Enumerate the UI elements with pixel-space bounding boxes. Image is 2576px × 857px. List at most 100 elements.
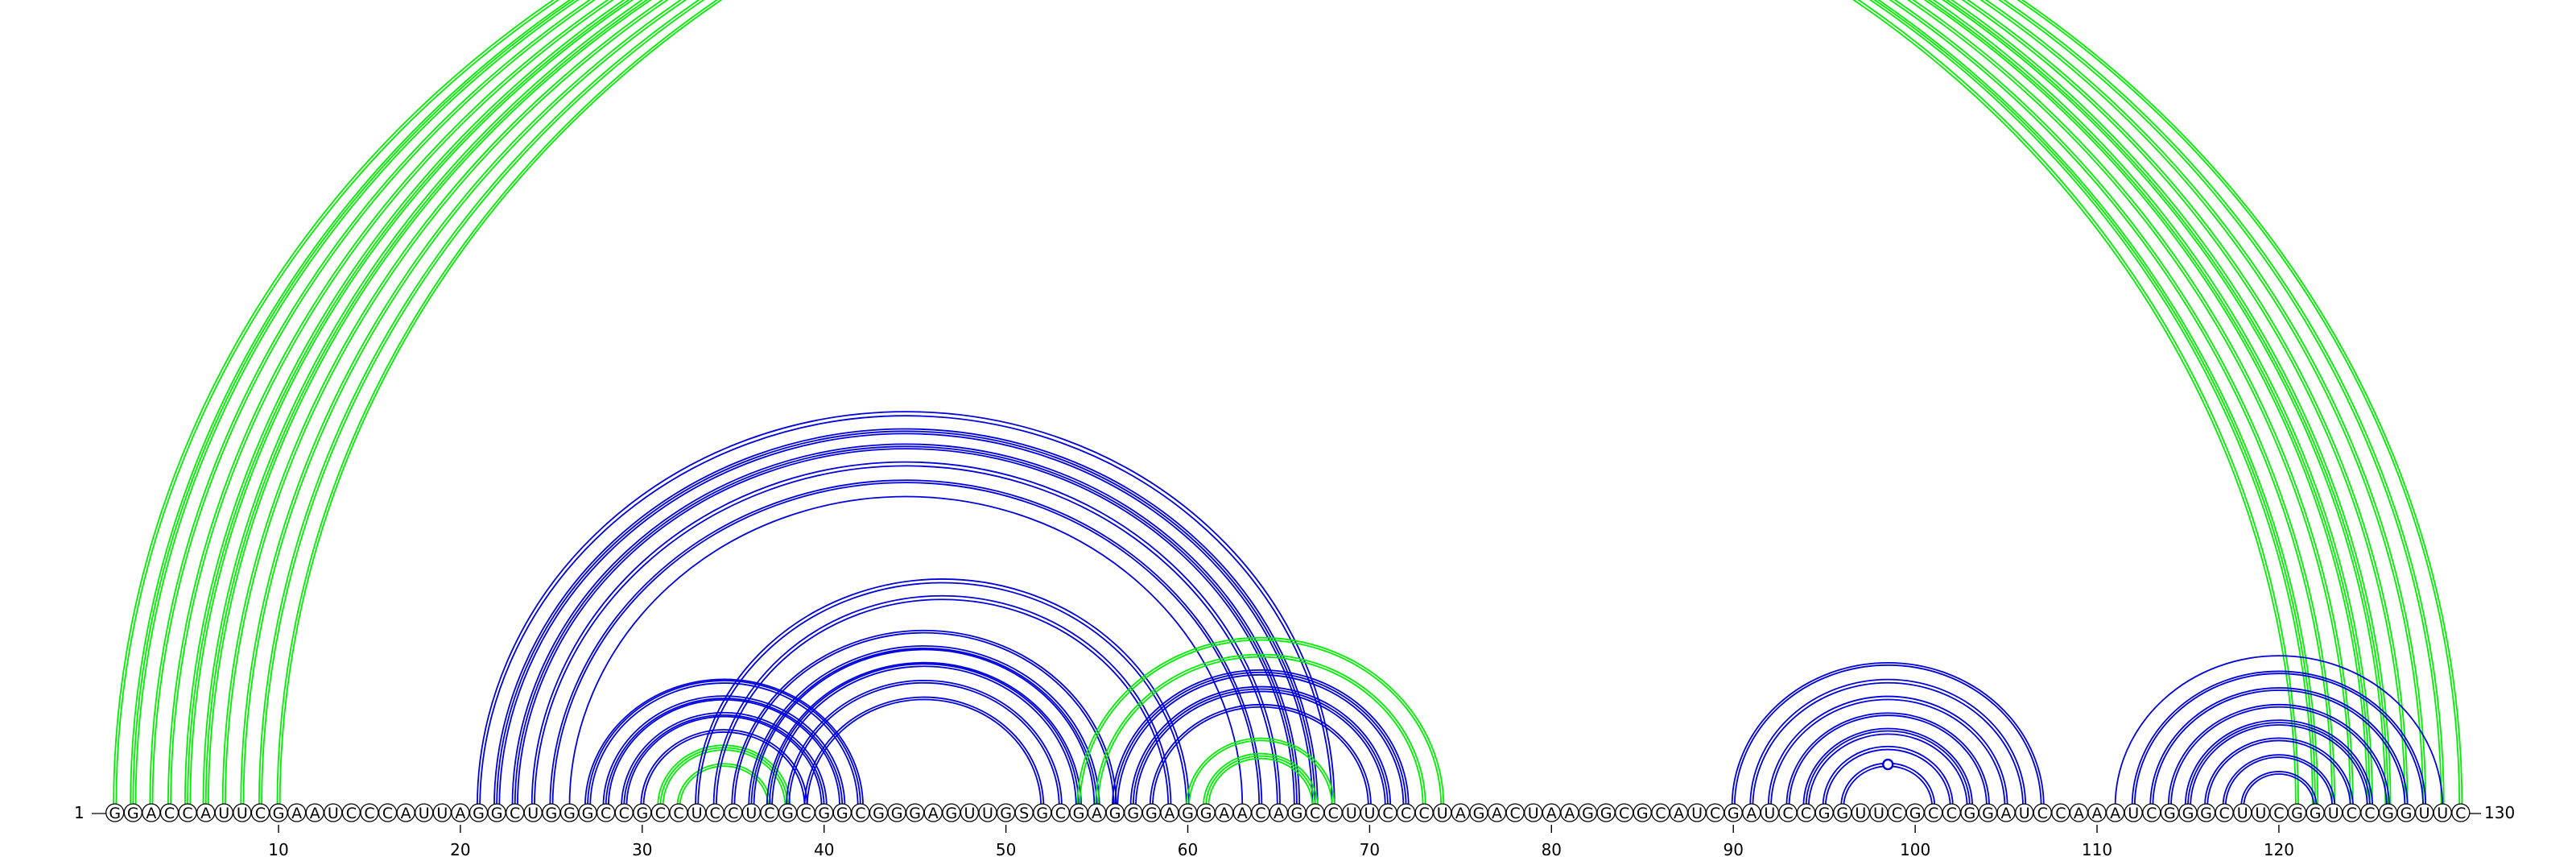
base-pair-arc [2187, 722, 2371, 807]
base-pair-arc [1152, 706, 1369, 807]
nucleotide-letter: G [909, 805, 921, 822]
nucleotide-letter: U [237, 805, 248, 822]
base-pair-arc [496, 430, 1316, 807]
base-pair-arc [551, 482, 1261, 807]
nucleotide-letter: U [964, 805, 975, 822]
nucleotide-letter: G [1982, 805, 1994, 822]
base-pair-arc [261, 0, 2442, 807]
base-pair-arc [715, 598, 1170, 807]
base-pair-arc [605, 698, 844, 807]
nucleotide-letter: U [527, 805, 539, 822]
nucleotide: A [1487, 803, 1507, 822]
base-pair-arc [207, 0, 2387, 807]
nucleotide: A [2105, 803, 2125, 822]
nucleotide-letter: C [2273, 805, 2284, 822]
nucleotide-letter: C [2455, 805, 2466, 822]
base-pair-arc [771, 665, 1077, 807]
nucleotide-letter: G [836, 805, 848, 822]
nucleotide: U [1433, 803, 1452, 822]
nucleotide: C [360, 803, 379, 822]
nucleotide-letter: U [2419, 805, 2430, 822]
nucleotide: C [2451, 803, 2471, 822]
base-pair-arc [1785, 712, 1990, 807]
position-tick-label: 60 [1178, 840, 1198, 857]
base-pair-arc [258, 0, 2445, 807]
nucleotide-letter: A [1092, 805, 1102, 822]
nucleotide: A [1669, 803, 1689, 822]
base-pair-arc [1079, 639, 1443, 807]
position-tick-label: 70 [1360, 840, 1380, 857]
base-pair-arc [167, 0, 2354, 807]
nucleotide-letter: G [1909, 805, 1922, 822]
nucleotide-letter: A [1492, 805, 1502, 822]
nucleotide: G [269, 803, 288, 822]
nucleotide: G [1978, 803, 1998, 822]
nucleotide: U [2014, 803, 2034, 822]
nucleotide: G [2160, 803, 2180, 822]
nucleotide: G [1178, 803, 1198, 822]
nucleotide-letter: C [1619, 805, 1629, 822]
nucleotide-letter: G [1291, 805, 1303, 822]
base-pair-arc [712, 594, 1172, 807]
nucleotide: U [1760, 803, 1780, 822]
nucleotide-letter: C [2347, 805, 2357, 822]
nucleotide: A [1560, 803, 1579, 822]
base-pair-arc [184, 0, 2373, 807]
nucleotide: A [287, 803, 307, 822]
base-pair-arc [2207, 739, 2351, 807]
nucleotide: G [1141, 803, 1161, 822]
nucleotide: G [1905, 803, 1925, 822]
base-pair-arc [1203, 752, 1319, 807]
base-pair-arc [803, 696, 1045, 807]
nucleotide: A [1742, 803, 1761, 822]
nucleotide: G [996, 803, 1016, 822]
nucleotide-letter: G [2182, 805, 2194, 822]
nucleotide: C [178, 803, 197, 822]
base-pair-arc [279, 0, 2461, 807]
nucleotide: U [2433, 803, 2452, 822]
base-pair-arc [589, 682, 859, 807]
nucleotide: A [196, 803, 216, 822]
base-pair-arc [2167, 704, 2390, 807]
nucleotide: U [214, 803, 233, 822]
nucleotide-letter: C [1382, 805, 1393, 822]
nucleotide-letter: U [1691, 805, 1703, 822]
nucleotide-letter: C [1419, 805, 1430, 822]
base-pair-arc [1749, 678, 2027, 807]
nucleotide-letter: C [2055, 805, 2066, 822]
nucleotide-letter: A [1219, 805, 1229, 822]
nucleotide: C [669, 803, 688, 822]
position-tick-label: 120 [2264, 840, 2294, 857]
nucleotide-letter: G [1582, 805, 1594, 822]
base-pair-arc [221, 0, 2409, 807]
nucleotide-letter: C [1509, 805, 1520, 822]
nucleotide: G [1724, 803, 1743, 822]
nucleotide: G [1196, 803, 1216, 822]
nucleotide-letter: A [2092, 805, 2103, 822]
nucleotide-letter: C [855, 805, 865, 822]
base-pair-arc [479, 415, 1333, 807]
nucleotide: A [1232, 803, 1252, 822]
nucleotide-letter: C [2364, 805, 2375, 822]
base-pair-arc [1149, 704, 1372, 807]
base-pair-arc [806, 698, 1042, 807]
base-pair-arc [587, 680, 861, 807]
nucleotide: U [1360, 803, 1380, 822]
nucleotide-letter: A [2110, 805, 2120, 822]
base-pair-arc [733, 631, 1115, 807]
nucleotide-letter: A [291, 805, 302, 822]
nucleotide-letter: G [1818, 805, 1831, 822]
nucleotide-letter: A [2001, 805, 2012, 822]
position-axis: 10 20 30 40 50 60 70 80 90 100 110 120 [268, 825, 2294, 857]
base-pair-arc [1188, 739, 1333, 807]
nucleotide: C [1705, 803, 1725, 822]
nucleotide-letter: C [1328, 805, 1339, 822]
nucleotide-letter: C [1892, 805, 1902, 822]
base-pair-arc [2240, 771, 2318, 807]
nucleotide: C [1615, 803, 1634, 822]
nucleotide: G [942, 803, 961, 822]
nucleotide: G [1469, 803, 1488, 822]
base-pair-arc [189, 0, 2368, 807]
nucleotide-letter: C [764, 805, 774, 822]
base-pair-arc [1186, 737, 1335, 807]
